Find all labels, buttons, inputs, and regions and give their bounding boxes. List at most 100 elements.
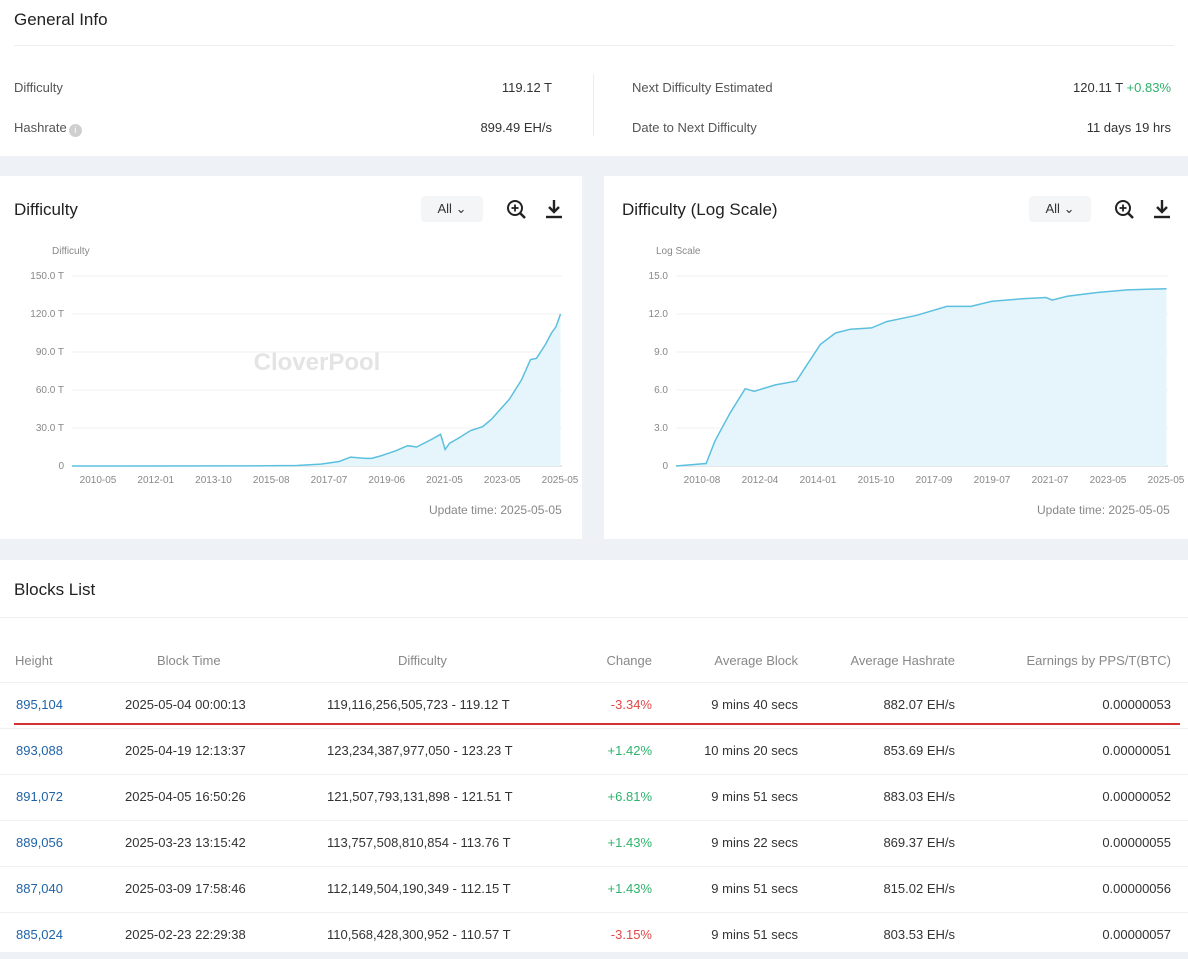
next-difficulty-value: 120.11 T	[1073, 80, 1123, 95]
cell-average-block: 9 mins 51 secs	[711, 789, 798, 804]
x-tick-label: 2023-05	[484, 475, 521, 486]
download-icon[interactable]	[1151, 198, 1173, 220]
next-difficulty-change: +0.83%	[1126, 80, 1171, 95]
x-tick-label: 2012-01	[137, 475, 174, 486]
cell-change: +1.42%	[607, 743, 652, 758]
general-info-title: General Info	[14, 10, 108, 29]
cell-block-time: 2025-02-23 22:29:38	[125, 927, 246, 942]
table-row: 885,024 2025-02-23 22:29:38 110,568,428,30…	[0, 912, 1188, 959]
x-tick-label: 2015-08	[253, 475, 290, 486]
table-row: 895,104 2025-05-04 00:00:13 119,116,256,50…	[0, 682, 1188, 729]
cell-difficulty: 113,757,508,810,854 - 113.76 T	[327, 835, 511, 850]
cell-change: +6.81%	[607, 789, 652, 804]
y-tick-label: 9.0	[654, 347, 668, 358]
cell-change: +1.43%	[607, 881, 652, 896]
header-height: Height	[15, 653, 53, 668]
x-tick-label: 2014-01	[800, 475, 837, 486]
header-average-block: Average Block	[714, 653, 798, 668]
cell-average-hashrate: 883.03 EH/s	[883, 789, 955, 804]
divider	[14, 45, 1174, 46]
header-earnings: Earnings by PPS/T(BTC)	[1026, 653, 1172, 668]
table-row: 891,072 2025-04-05 16:50:26 121,507,793,13…	[0, 774, 1188, 821]
log-scale-chart: Log Scale 0 3.0 6.0 9.0 12.0 15.0 2010-08 2012-0…	[649, 246, 1185, 486]
x-tick-label: 2013-10	[195, 475, 232, 486]
cell-average-hashrate: 853.69 EH/s	[883, 743, 955, 758]
chevron-down-icon: ⌄	[1063, 201, 1075, 216]
range-select[interactable]: All ⌄	[421, 196, 483, 222]
cell-height[interactable]: 891,072	[16, 789, 63, 804]
cell-height[interactable]: 887,040	[16, 881, 63, 896]
x-tick-label: 2021-05	[426, 475, 463, 486]
x-tick-label: 2017-07	[311, 475, 348, 486]
y-tick-label: 120.0 T	[30, 309, 64, 320]
cell-height[interactable]: 885,024	[16, 927, 63, 942]
series-line	[675, 287, 1167, 467]
y-tick-label: 15.0	[649, 271, 669, 282]
cell-block-time: 2025-04-19 12:13:37	[125, 743, 246, 758]
next-difficulty-label: Next Difficulty Estimated	[632, 80, 773, 95]
info-icon[interactable]: i	[68, 124, 82, 137]
zoom-in-icon[interactable]	[505, 198, 527, 220]
difficulty-value: 119.12 T	[501, 80, 552, 95]
x-tick-label: 2010-05	[80, 475, 117, 486]
y-tick-label: 90.0 T	[36, 347, 64, 358]
cell-average-block: 10 mins 20 secs	[704, 743, 798, 758]
y-tick-label: 30.0 T	[36, 423, 64, 434]
difficulty-chart: Difficulty 0 30.0 T 60.0 T 90.0 T 120.0 T 150.…	[30, 246, 579, 486]
cell-height[interactable]: 893,088	[16, 743, 63, 758]
cell-average-hashrate: 869.37 EH/s	[883, 835, 955, 850]
cell-height[interactable]: 889,056	[16, 835, 63, 850]
x-tick-label: 2025-05	[1148, 475, 1185, 486]
series-area	[676, 288, 1167, 466]
difficulty-chart-panel	[0, 176, 582, 539]
cell-earnings: 0.00000052	[1102, 789, 1171, 804]
x-tick-label: 2023-05	[1090, 475, 1127, 486]
date-next-label: Date to Next Difficulty	[632, 120, 757, 135]
divider	[0, 617, 1188, 618]
hashrate-label: Hashrate	[14, 120, 67, 135]
cell-difficulty: 110,568,428,300,952 - 110.57 T	[327, 927, 511, 942]
blocks-list-panel: Blocks List Height Block Time Difficulty…	[0, 560, 1188, 952]
y-tick-label: 12.0	[649, 309, 669, 320]
x-tick-label: 2017-09	[916, 475, 953, 486]
cell-earnings: 0.00000055	[1102, 835, 1171, 850]
download-icon[interactable]	[543, 198, 565, 220]
cell-average-block: 9 mins 51 secs	[711, 927, 798, 942]
header-difficulty: Difficulty	[398, 653, 447, 668]
table-row: 893,088 2025-04-19 12:13:37 123,234,387,97…	[0, 728, 1188, 775]
header-change: Change	[606, 653, 652, 668]
cell-change: -3.15%	[610, 927, 652, 942]
cell-earnings: 0.00000051	[1102, 743, 1171, 758]
cell-change: -3.34%	[610, 697, 652, 712]
cell-height[interactable]: 895,104	[16, 697, 63, 712]
update-time: Update time: 2025-05-05	[1037, 503, 1170, 517]
y-tick-label: 3.0	[654, 423, 668, 434]
cell-average-block: 9 mins 51 secs	[711, 881, 798, 896]
series-area	[72, 314, 561, 466]
series-line	[71, 313, 562, 467]
date-next-value: 11 days 19 hrs	[1086, 120, 1171, 135]
cell-block-time: 2025-04-05 16:50:26	[125, 789, 246, 804]
update-time: Update time: 2025-05-05	[429, 503, 562, 517]
range-select-log[interactable]: All ⌄	[1029, 196, 1091, 222]
x-tick-label: 2012-04	[742, 475, 779, 486]
cell-earnings: 0.00000056	[1102, 881, 1171, 896]
cell-block-time: 2025-03-23 13:15:42	[125, 835, 246, 850]
log-chart-title: Difficulty (Log Scale)	[622, 200, 778, 219]
x-tick-label: 2025-05	[542, 475, 579, 486]
table-row: 889,056 2025-03-23 13:15:42 113,757,508,81…	[0, 820, 1188, 867]
cell-block-time: 2025-05-04 00:00:13	[125, 697, 246, 712]
vertical-divider	[593, 74, 594, 136]
range-select-label: All	[437, 201, 452, 216]
header-average-hashrate: Average Hashrate	[850, 653, 955, 668]
cell-average-hashrate: 803.53 EH/s	[883, 927, 955, 942]
header-block-time: Block Time	[157, 653, 221, 668]
zoom-in-icon[interactable]	[1113, 198, 1135, 220]
y-tick-label: 150.0 T	[30, 271, 64, 282]
cell-average-hashrate: 815.02 EH/s	[883, 881, 955, 896]
x-tick-label: 2021-07	[1032, 475, 1069, 486]
x-tick-label: 2019-06	[368, 475, 405, 486]
cell-average-hashrate: 882.07 EH/s	[883, 697, 955, 712]
chevron-down-icon: ⌄	[455, 201, 467, 216]
hashrate-label-wrap: Hashrate i	[14, 120, 82, 137]
